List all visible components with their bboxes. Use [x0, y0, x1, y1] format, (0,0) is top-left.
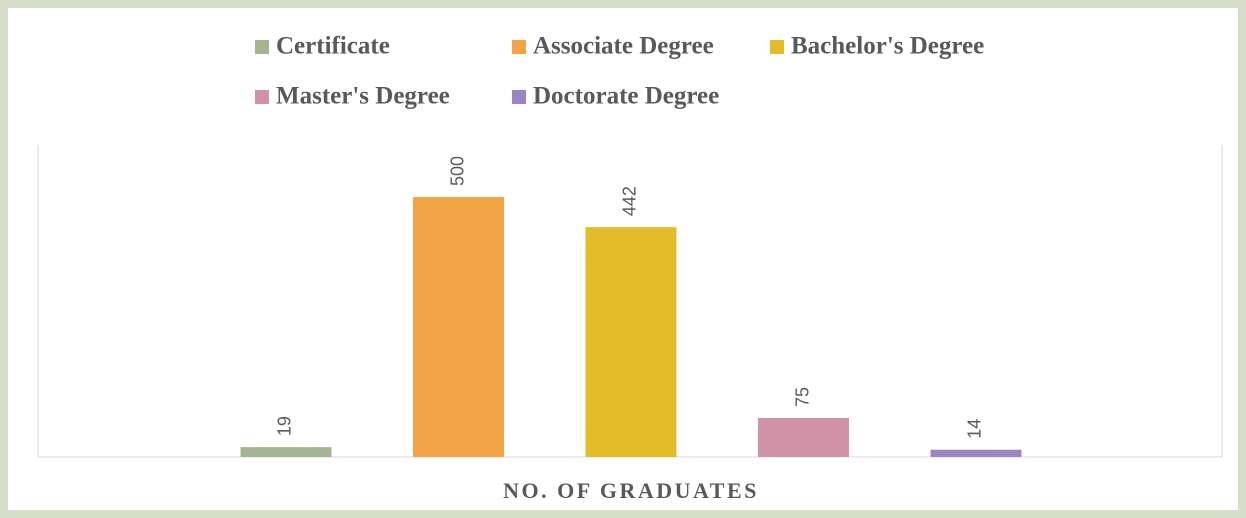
bar [585, 227, 677, 457]
legend-swatch [512, 40, 526, 54]
legend-swatch [255, 40, 269, 54]
legend-label: Certificate [276, 33, 390, 60]
bar [930, 449, 1022, 457]
bar [413, 197, 504, 457]
data-label: 442 [620, 186, 640, 216]
data-label: 19 [275, 416, 295, 436]
bar [240, 447, 332, 457]
legend-swatch [770, 40, 784, 54]
legend-swatch [255, 90, 269, 104]
x-tick-label: NO. OF GRADUATES [503, 478, 759, 503]
data-label: 14 [965, 419, 985, 439]
data-label: 500 [447, 156, 467, 186]
legend-swatch [512, 90, 526, 104]
legend-label: Associate Degree [533, 33, 714, 60]
legend-label: Bachelor's Degree [791, 33, 984, 60]
legend-label: Doctorate Degree [533, 83, 719, 110]
bar [758, 418, 849, 457]
data-label: 75 [792, 387, 812, 407]
legend-label: Master's Degree [276, 83, 450, 110]
